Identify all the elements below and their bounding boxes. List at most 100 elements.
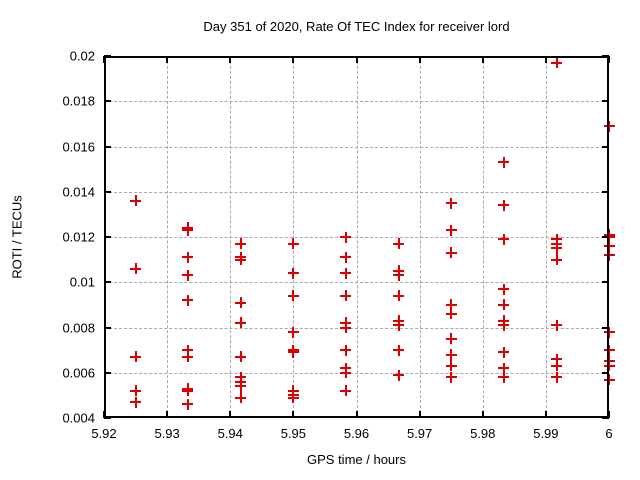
data-point-marker — [340, 322, 352, 333]
data-point-marker — [603, 120, 615, 132]
data-point-marker — [130, 351, 142, 363]
data-point-marker — [340, 251, 352, 263]
y-tick-label: 0.004 — [62, 410, 95, 426]
data-point-marker — [445, 349, 457, 361]
x-tick-bottom — [544, 411, 547, 418]
y-tick-label: 0.012 — [62, 229, 95, 245]
data-point-marker — [235, 317, 247, 329]
data-point-marker — [182, 269, 194, 281]
x-tick-top — [292, 56, 295, 63]
y-tick-right — [602, 417, 609, 419]
data-point-marker — [603, 249, 615, 261]
data-point-marker — [393, 290, 405, 302]
chart-title: Day 351 of 2020, Rate Of TEC Index for r… — [203, 19, 510, 34]
x-tick-label: 5.99 — [533, 426, 559, 441]
y-tick-label: 0.016 — [62, 139, 95, 154]
grid-line-horizontal — [104, 237, 609, 238]
data-point-marker — [498, 156, 510, 168]
data-point-marker — [235, 297, 247, 309]
y-tick-label: 0.018 — [62, 93, 95, 109]
x-tick-top — [544, 56, 547, 63]
data-point-marker — [235, 380, 247, 392]
plot-area: 5.92 5.93 5.94 5.95 5.96 5.97 5.98 5.99 6 0.004 0.… — [62, 49, 615, 441]
data-point-marker — [498, 362, 510, 374]
data-point-marker — [340, 344, 352, 356]
y-tick-right — [602, 190, 609, 193]
x-tick-label: 5.94 — [217, 426, 243, 441]
y-tick-left — [104, 236, 111, 238]
x-axis-label: GPS time / hours — [307, 452, 406, 467]
y-tick-right — [602, 281, 609, 284]
data-point-marker — [393, 369, 405, 381]
data-point-marker — [498, 319, 510, 331]
data-point-marker — [340, 385, 352, 397]
data-point-marker — [551, 57, 563, 69]
y-tick-right — [602, 55, 609, 57]
data-point-marker — [498, 346, 510, 358]
data-point-marker — [498, 371, 510, 383]
y-tick-right — [602, 236, 609, 238]
data-point-marker — [130, 263, 142, 275]
x-tick-bottom — [229, 411, 232, 418]
data-point-marker — [235, 392, 247, 404]
data-point-marker — [445, 247, 457, 259]
data-point-marker — [235, 254, 247, 266]
data-point-marker — [551, 242, 563, 254]
data-point-marker — [182, 344, 194, 356]
grid-line-horizontal — [104, 191, 609, 193]
data-point-marker — [603, 231, 615, 243]
data-point-marker — [287, 290, 299, 302]
data-point-marker — [393, 319, 405, 331]
x-tick-label: 6 — [605, 426, 613, 441]
y-tick-left — [104, 371, 111, 374]
data-point-marker — [393, 344, 405, 356]
x-tick-bottom — [292, 411, 295, 418]
data-point-marker — [182, 294, 194, 306]
data-point-marker — [182, 224, 194, 236]
y-tick-label: 0.006 — [62, 365, 95, 381]
data-point-marker — [393, 269, 405, 281]
data-point-marker — [603, 360, 615, 372]
data-point-marker — [603, 326, 615, 338]
data-point-marker — [182, 385, 194, 397]
x-tick-label: 5.93 — [154, 426, 180, 441]
data-point-marker — [551, 319, 563, 331]
data-point-marker — [287, 392, 299, 404]
y-tick-right — [602, 326, 609, 329]
y-tick-right — [602, 145, 609, 148]
y-axis-label: ROTI / TECUs — [9, 195, 25, 279]
data-point-marker — [130, 396, 142, 408]
y-tick-left — [104, 55, 111, 57]
y-tick-right — [602, 371, 609, 374]
data-point-marker — [340, 267, 352, 279]
data-point-marker — [551, 353, 563, 365]
y-tick-left — [104, 100, 111, 103]
grid-line-horizontal — [104, 146, 609, 148]
data-point-marker — [287, 238, 299, 250]
data-point-marker — [498, 299, 510, 311]
x-tick-bottom — [481, 411, 484, 418]
y-tick-label: 0.02 — [69, 48, 95, 64]
data-point-marker — [445, 371, 457, 383]
x-tick-label: 5.92 — [91, 426, 117, 441]
data-point-marker — [340, 290, 352, 302]
data-point-marker — [551, 371, 563, 383]
data-point-marker — [287, 346, 299, 358]
data-point-marker — [393, 238, 405, 250]
x-tick-label: 5.96 — [343, 426, 370, 441]
data-point-marker — [130, 385, 142, 397]
y-tick-left — [104, 145, 111, 148]
y-tick-label: 0.008 — [62, 320, 95, 335]
data-point-marker — [603, 240, 615, 252]
x-tick-label: 5.95 — [280, 426, 307, 441]
data-point-marker — [182, 251, 194, 263]
x-tick-bottom — [608, 411, 610, 418]
data-point-marker — [445, 299, 457, 311]
x-tick-label: 5.97 — [406, 426, 433, 441]
x-tick-top — [166, 56, 169, 63]
y-tick-right — [602, 100, 609, 103]
grid-line-horizontal — [104, 101, 609, 103]
data-point-marker — [235, 238, 247, 250]
grid-line-horizontal — [104, 282, 609, 284]
